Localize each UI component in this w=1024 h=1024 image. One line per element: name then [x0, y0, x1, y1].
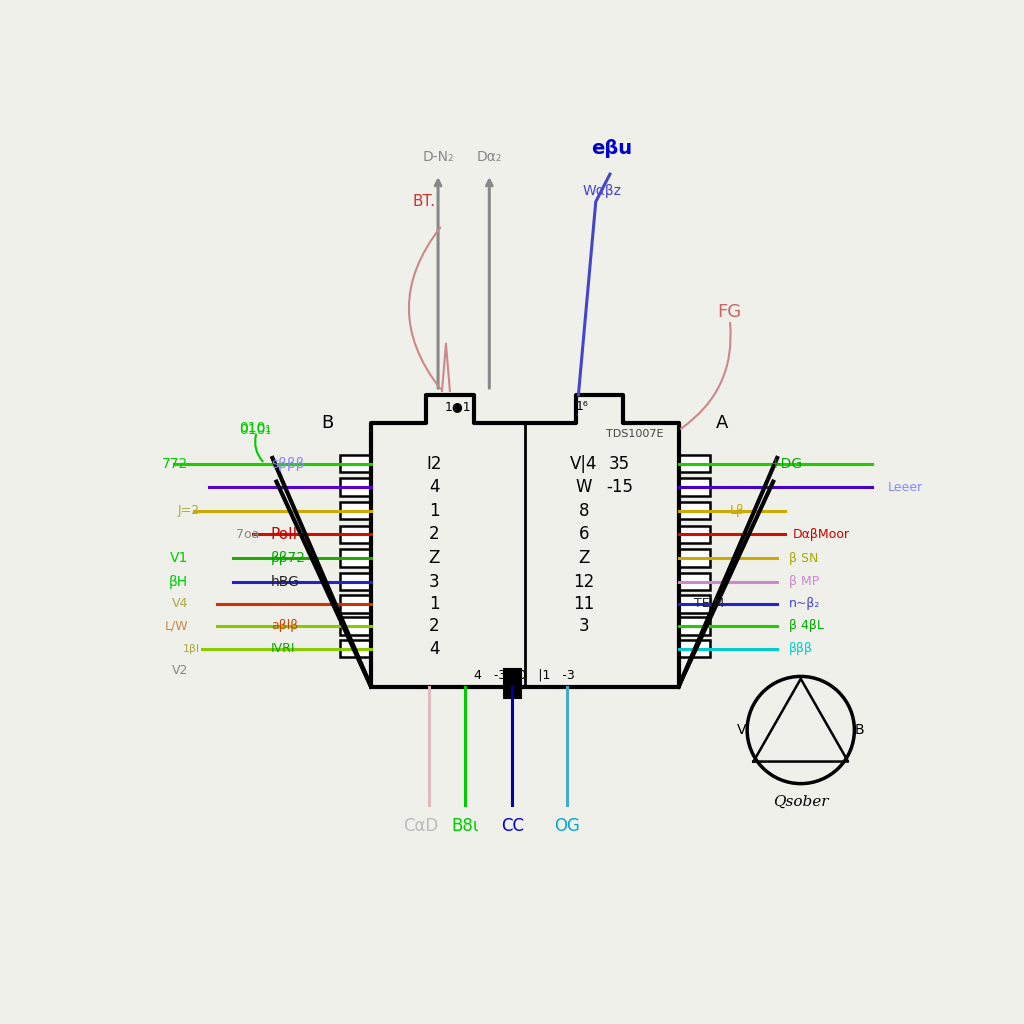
Text: 4: 4	[429, 640, 439, 657]
Text: B: B	[322, 414, 334, 431]
Text: eβu: eβu	[591, 139, 632, 159]
Bar	[340, 573, 371, 591]
Text: 1βl: 1βl	[183, 644, 200, 653]
Text: 4: 4	[429, 478, 439, 497]
Text: Z: Z	[428, 549, 440, 567]
Text: β MP: β MP	[788, 575, 819, 588]
Bar	[340, 525, 371, 543]
Bar	[340, 595, 371, 612]
Text: CC: CC	[501, 817, 523, 835]
Text: 1: 1	[429, 502, 439, 520]
Text: DαβMoor: DαβMoor	[793, 528, 850, 541]
Bar	[340, 550, 371, 567]
Text: 772: 772	[162, 457, 188, 470]
Text: V: V	[737, 723, 746, 737]
Text: hBG: hBG	[271, 574, 300, 589]
Text: I2: I2	[426, 455, 442, 472]
Bar	[504, 669, 521, 698]
Text: 2: 2	[429, 616, 439, 635]
Text: 12: 12	[573, 572, 595, 591]
Text: sβββ: sβββ	[271, 457, 304, 470]
Text: βH: βH	[169, 574, 188, 589]
Text: V4: V4	[172, 597, 188, 610]
Text: B8ι: B8ι	[452, 817, 478, 835]
Text: PoII: PoII	[271, 527, 298, 542]
Bar	[679, 525, 710, 543]
Text: TDS1007E: TDS1007E	[606, 429, 664, 439]
Text: J=2: J=2	[178, 504, 200, 517]
Bar	[679, 573, 710, 591]
Text: 1: 1	[429, 595, 439, 612]
Bar	[679, 455, 710, 472]
Text: B: B	[855, 723, 864, 737]
Text: Wαβz: Wαβz	[583, 183, 622, 198]
Bar	[679, 502, 710, 519]
Text: +DG: +DG	[769, 457, 803, 470]
Text: 4   -3   0   |1   -3: 4 -3 0 |1 -3	[474, 669, 575, 681]
Text: Z: Z	[579, 549, 590, 567]
Bar	[340, 478, 371, 496]
Bar	[679, 478, 710, 496]
Bar	[340, 640, 371, 657]
Text: βββ: βββ	[788, 642, 813, 655]
Text: IVRI: IVRI	[271, 642, 295, 655]
Text: A: A	[716, 414, 728, 431]
Text: FG: FG	[718, 303, 741, 322]
Text: 3: 3	[429, 572, 439, 591]
Text: 010₁: 010₁	[240, 423, 271, 437]
Text: β 4βL: β 4βL	[788, 620, 824, 633]
Text: -15: -15	[606, 478, 633, 497]
Text: BT.: BT.	[413, 195, 435, 209]
Text: V|4: V|4	[570, 455, 598, 472]
Text: 8: 8	[579, 502, 589, 520]
Bar	[340, 502, 371, 519]
Text: W: W	[575, 478, 592, 497]
Bar	[679, 550, 710, 567]
Text: 7oa: 7oa	[236, 528, 259, 541]
Text: Dα₂: Dα₂	[476, 150, 502, 164]
Text: CαD: CαD	[403, 817, 438, 835]
Bar	[340, 455, 371, 472]
Text: aβlβ: aβlβ	[271, 620, 298, 633]
Text: OG: OG	[554, 817, 580, 835]
Text: ββ72: ββ72	[271, 551, 306, 565]
Text: Qsober: Qsober	[773, 795, 828, 809]
Text: 010₁: 010₁	[240, 421, 271, 435]
Bar	[679, 595, 710, 612]
Text: 3: 3	[579, 616, 589, 635]
Text: V1: V1	[170, 551, 188, 565]
Bar	[679, 617, 710, 635]
Text: 6: 6	[579, 525, 589, 544]
Text: n~β₂: n~β₂	[788, 597, 820, 610]
Text: 11: 11	[573, 595, 595, 612]
Text: TEIM: TEIM	[694, 597, 724, 610]
Text: L/W: L/W	[165, 620, 188, 633]
Text: 1●1: 1●1	[444, 400, 471, 414]
Text: D-N₂: D-N₂	[422, 150, 454, 164]
Text: β SN: β SN	[788, 552, 818, 564]
Text: V2: V2	[172, 665, 188, 677]
Text: Lβ: Lβ	[730, 504, 744, 517]
Bar	[679, 640, 710, 657]
Text: 1⁶: 1⁶	[575, 400, 589, 414]
Text: 2: 2	[429, 525, 439, 544]
Bar	[340, 617, 371, 635]
Text: Leeer: Leeer	[888, 480, 923, 494]
Text: 35: 35	[609, 455, 630, 472]
